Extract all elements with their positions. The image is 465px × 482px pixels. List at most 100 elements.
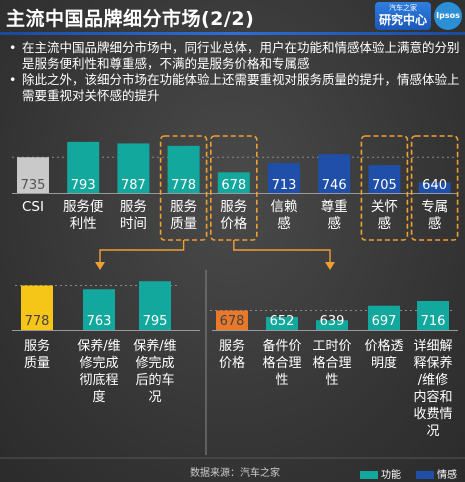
highlight-box-4 [210,135,258,241]
price-chart-bar-2 [316,320,348,330]
top-bar-value-3: 778 [171,178,196,193]
quality-chart-category-label: 彻底程 [79,372,118,388]
legend-item-emotion: 情感 [416,466,457,481]
quality-chart-bar-1 [83,289,115,330]
top-category-label: 服务 [120,199,147,215]
top-bar-value-7: 705 [372,178,397,193]
quality-chart-category-label: 度 [92,389,105,405]
top-category-label: 时间 [120,216,147,232]
price-chart-category-label: 格合理 [262,355,301,371]
top-bar-value-4: 678 [221,178,246,193]
price-chart-bar-value-4: 716 [421,314,446,329]
price-chart-category-label: 详细解 [413,339,452,354]
quality-chart-bar-value-0: 778 [25,314,50,329]
header-divider [0,32,465,35]
connector-price [233,240,331,265]
autohome-research-logo: 汽车之家 研究中心 [375,2,431,30]
highlight-box-3 [159,135,208,241]
quality-chart-category-label: 质量 [24,356,50,371]
quality-chart-bar-value-1: 763 [87,314,112,329]
price-chart-category-label: 内容和 [413,389,452,405]
page-title: 主流中国品牌细分市场(2/2) [6,8,255,30]
legend-item-function: 功能 [360,466,401,481]
bullet-item: 除此之外，该细分市场在功能体验上还需要重视对服务质量的提升，情感体验上需要重视对… [8,72,460,104]
header: 主流中国品牌细分市场(2/2) 汽车之家 研究中心 Ipsos [0,0,465,35]
quality-chart-bar-value-2: 795 [143,314,168,329]
top-bar-1 [67,141,100,193]
price-chart-category-label: 价格透 [364,338,403,354]
top-category-label: CSI [22,199,44,215]
top-category-label: 价格 [220,216,247,232]
top-bar-value-6: 746 [322,178,347,193]
price-chart-category-label: 工时价 [312,339,351,354]
quality-chart-bar-2 [139,281,171,330]
quality-chart-category-label: 后的车 [135,372,174,388]
connector-arrow-price [325,262,335,270]
top-category-label: 尊重 [321,199,348,215]
price-chart-bar-0 [216,310,248,330]
top-bar-5 [268,163,300,193]
top-bar-value-2: 787 [121,178,146,193]
price-chart-category-label: 价格 [219,355,245,371]
logo-big-text: 研究中心 [378,13,427,27]
quality-chart-category-label: 保养/维 [77,338,120,354]
top-bar-6 [318,154,351,193]
bullet-item: 在主流中国品牌细分市场中，同行业总体，用户在功能和情感体验上满意的分别是服务便利… [8,40,460,72]
top-category-label: 感 [327,215,341,232]
ipsos-logo: Ipsos [434,2,462,30]
quality-chart-category-label: 保养/维 [133,338,176,354]
price-chart-category-label: 格合理 [312,355,351,371]
top-category-label: 服务 [220,199,247,215]
highlight-box-8 [410,135,459,241]
top-bar-2 [117,143,150,193]
quality-chart-category-label: 修完成 [135,356,174,371]
top-category-label: 信赖 [271,199,298,215]
price-chart-category-label: 服务 [219,338,245,354]
price-chart-category-label: 收费情 [413,407,452,422]
top-bar-8 [418,182,451,193]
price-chart-bar-value-0: 678 [220,314,245,329]
top-bar-value-8: 640 [422,178,447,193]
legend-swatch-emotion [416,471,434,479]
legend-label-function: 功能 [381,470,401,481]
legend-label-emotion: 情感 [437,470,457,481]
top-category-label: 服务便 [63,199,104,215]
price-chart-bar-3 [368,305,400,330]
top-category-label: 专属 [421,199,448,215]
top-bar-value-1: 793 [71,178,96,193]
price-chart-category-label: 性 [325,373,338,388]
top-category-label: 感 [378,215,392,232]
top-bar-0 [17,157,49,193]
price-chart-bar-value-1: 652 [270,314,295,329]
bullet-list: 在主流中国品牌细分市场中，同行业总体，用户在功能和情感体验上满意的分别是服务便利… [8,40,460,104]
top-category-label: 服务 [170,199,197,215]
quality-chart-category-label: 修完成 [79,356,118,371]
top-bar-value-5: 713 [272,178,297,193]
quality-chart-category-label: 况 [148,390,161,405]
quality-chart-category-label: 服务 [24,338,50,354]
price-chart-bar-4 [417,301,449,330]
top-category-label: 感 [428,215,442,232]
quality-chart-bar-0 [21,285,53,330]
top-category-label: 利性 [70,216,97,232]
top-bar-value-0: 735 [21,178,46,193]
top-bar-3 [167,145,200,193]
top-category-label: 感 [277,215,291,232]
price-chart-category-label: 释保养 [413,355,452,371]
price-chart-category-label: 况 [426,424,439,439]
price-chart-bar-1 [266,317,298,330]
data-source: 数据来源：汽车之家 [190,468,280,479]
legend-swatch-function [360,471,378,479]
top-bar-7 [368,165,401,193]
price-chart-category-label: 备件价 [262,338,301,354]
price-chart-bar-value-2: 639 [320,314,345,329]
highlight-box-7 [360,135,409,241]
price-chart-category-label: 明度 [371,355,397,371]
connector-arrow-quality [95,262,105,270]
price-chart-bar-value-3: 697 [372,314,397,329]
top-bar-4 [217,172,250,193]
top-category-label: 质量 [170,216,197,232]
price-chart-category-label: 性 [275,373,288,388]
